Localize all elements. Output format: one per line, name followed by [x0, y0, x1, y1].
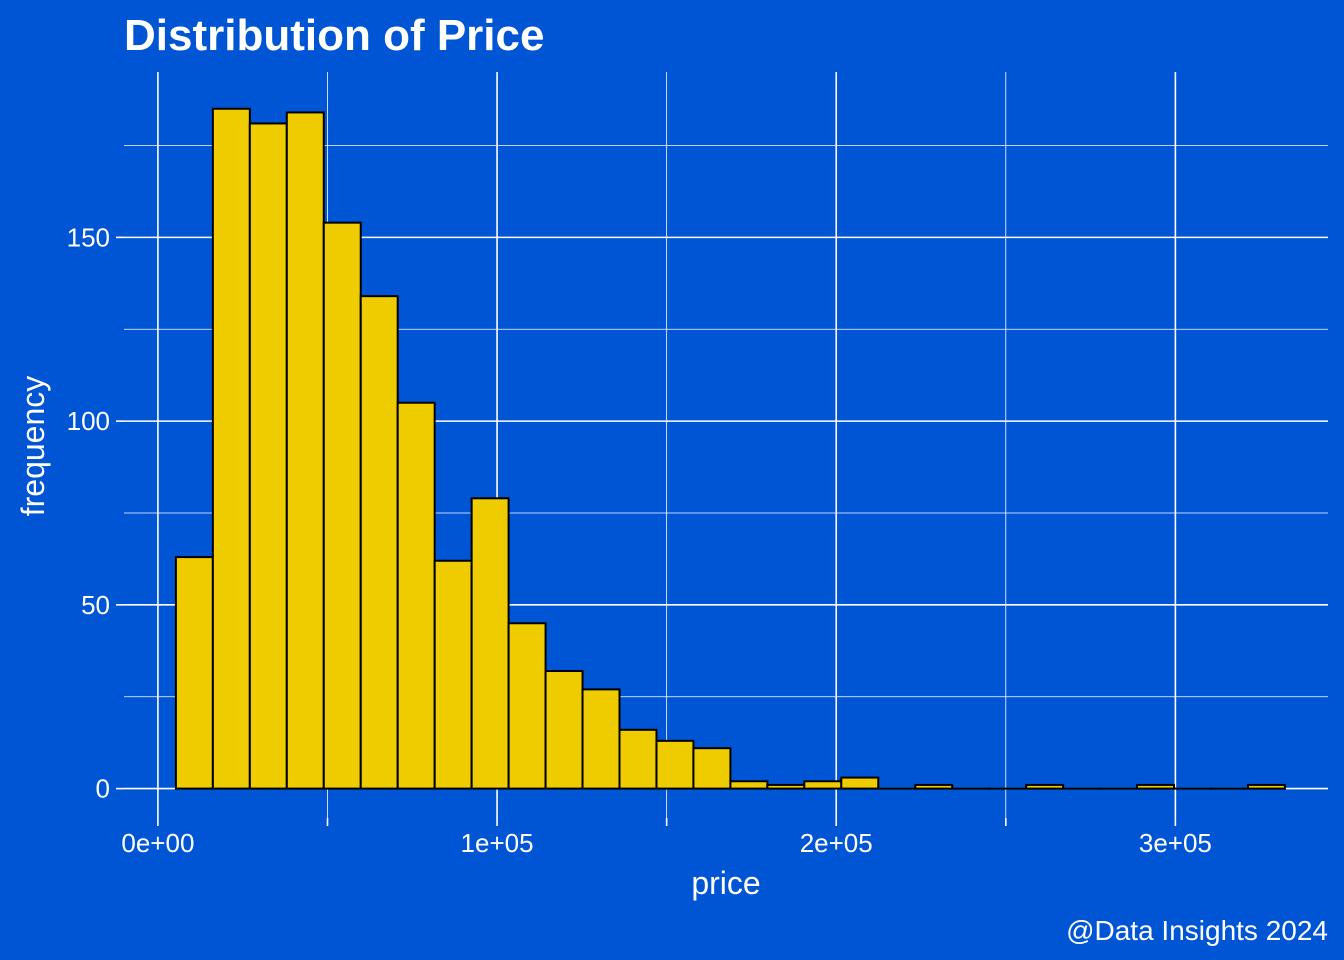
histogram-bar — [174, 556, 214, 790]
histogram-bar — [803, 780, 843, 790]
histogram-bar — [470, 497, 510, 790]
histogram-bar — [581, 688, 621, 790]
histogram-bar — [1025, 783, 1065, 790]
bar-layer — [174, 107, 1286, 790]
y-tick-label: 100 — [67, 406, 110, 436]
x-tick-label: 1e+05 — [461, 828, 534, 858]
histogram-bar — [766, 783, 806, 790]
histogram-bar — [433, 559, 473, 790]
histogram-bar — [359, 295, 399, 790]
chart-title: Distribution of Price — [124, 11, 544, 60]
x-axis-label: price — [691, 865, 760, 901]
x-tick-label: 0e+00 — [121, 828, 194, 858]
x-tick-label: 3e+05 — [1139, 828, 1212, 858]
histogram-bar — [322, 221, 362, 790]
histogram-bar — [692, 747, 732, 790]
histogram-bar — [1136, 783, 1176, 790]
chart-caption: @Data Insights 2024 — [1066, 915, 1328, 946]
y-tick-label: 150 — [67, 222, 110, 252]
histogram-bar — [544, 670, 584, 790]
tick-layer: 0e+00 1e+05 2e+05 3e+05 0 50 100 150 — [67, 222, 1212, 858]
histogram-bar — [507, 622, 547, 790]
histogram-bar — [248, 122, 288, 790]
histogram-bar — [285, 111, 325, 790]
histogram-bar — [840, 776, 880, 790]
histogram-bar — [1246, 783, 1286, 790]
histogram-bar — [618, 728, 658, 790]
y-axis-label: frequency — [15, 376, 51, 517]
histogram-bar — [396, 401, 436, 790]
histogram-bar — [655, 739, 695, 790]
histogram-bar — [729, 780, 769, 790]
histogram-bar — [211, 107, 251, 790]
x-tick-label: 2e+05 — [800, 828, 873, 858]
y-tick-label: 50 — [81, 590, 110, 620]
histogram-bar — [914, 783, 954, 790]
y-tick-label: 0 — [96, 774, 110, 804]
